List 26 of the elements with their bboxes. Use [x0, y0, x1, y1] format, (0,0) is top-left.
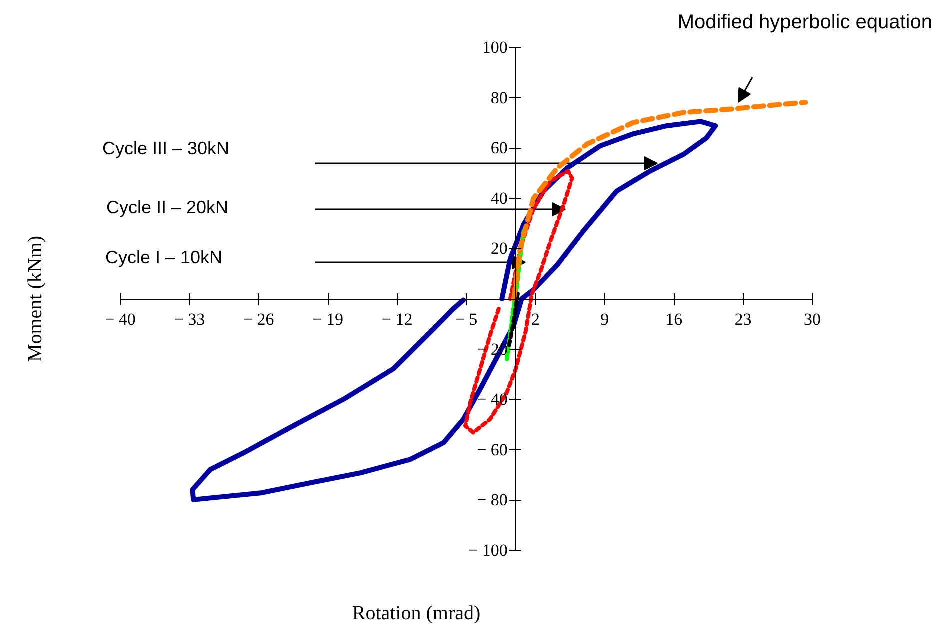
y-tick-label: − 100 — [468, 541, 508, 560]
annotation: Cycle II – 20kN — [106, 198, 229, 218]
annotation: Cycle III – 30kN — [102, 138, 230, 158]
x-tick-label: − 19 — [312, 310, 344, 329]
x-tick-label: − 5 — [455, 310, 478, 329]
y-tick-label: − 80 — [477, 490, 508, 510]
line-series — [464, 169, 574, 435]
y-tick-label: 40 — [490, 188, 508, 208]
x-tick-label: − 12 — [382, 310, 413, 329]
y-tick-label: 20 — [490, 239, 508, 258]
x-tick-label: − 26 — [243, 310, 274, 329]
x-tick-label: − 40 — [105, 310, 136, 329]
x-tick-label: 23 — [734, 310, 752, 329]
x-axis-title: Rotation (mrad) — [352, 602, 481, 624]
x-tick-label: − 33 — [174, 310, 206, 329]
y-tick-label: 80 — [490, 88, 508, 108]
text: Modified hyperbolic equation — [678, 12, 932, 34]
x-tick-label: 2 — [531, 310, 540, 329]
y-tick-label: 60 — [490, 138, 508, 158]
y-tick-label: − 60 — [477, 440, 508, 460]
x-tick-label: 16 — [666, 310, 683, 329]
x-tick-label: 9 — [600, 310, 610, 329]
x-tick-label: 30 — [804, 310, 821, 329]
y-axis-title: Moment (kNm) — [24, 236, 46, 362]
annotation: Cycle I – 10kN — [106, 248, 223, 268]
y-tick-label: 100 — [482, 38, 508, 57]
